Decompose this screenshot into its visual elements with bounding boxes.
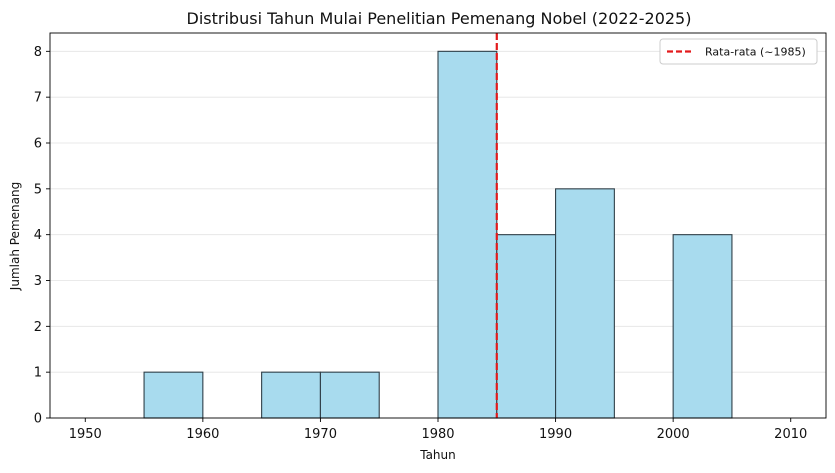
y-tick-label: 3	[34, 274, 42, 289]
x-tick-label: 1970	[304, 427, 337, 442]
y-tick-label: 5	[34, 182, 42, 197]
x-tick-label: 2000	[657, 427, 690, 442]
x-tick-label: 1980	[421, 427, 454, 442]
histogram-bar	[261, 371, 321, 419]
x-axis-label: Tahun	[419, 448, 456, 462]
y-tick-label: 8	[34, 45, 42, 60]
legend-label-mean: Rata-rata (~1985)	[705, 46, 806, 59]
legend: Rata-rata (~1985)	[659, 38, 818, 65]
x-tick-label: 2010	[774, 427, 807, 442]
y-tick-label: 7	[34, 91, 42, 106]
histogram-bar	[672, 234, 733, 419]
y-tick-label: 4	[34, 228, 42, 243]
histogram-bar	[437, 50, 498, 419]
y-tick-label: 6	[34, 137, 42, 152]
legend-box	[659, 38, 818, 65]
y-tick-label: 1	[34, 366, 42, 381]
y-axis-label: Jumlah Pemenang	[8, 182, 22, 291]
y-tick-label: 0	[34, 412, 42, 427]
y-tick-label: 2	[34, 320, 42, 335]
x-tick-label: 1960	[186, 427, 219, 442]
y-axis-ticks: 0 1 2 3 4 5 6 7 8	[34, 45, 50, 427]
x-axis-ticks: 1950 1960 1970 1980 1990 2000 2010	[69, 418, 807, 442]
histogram-bar	[319, 371, 380, 419]
histogram-bar	[143, 371, 204, 419]
histogram-bar	[496, 234, 557, 419]
chart-title: Distribusi Tahun Mulai Penelitian Pemena…	[187, 9, 692, 28]
histogram-bars	[143, 50, 733, 419]
histogram-bar	[555, 188, 615, 419]
x-tick-label: 1950	[69, 427, 102, 442]
x-tick-label: 1990	[539, 427, 572, 442]
